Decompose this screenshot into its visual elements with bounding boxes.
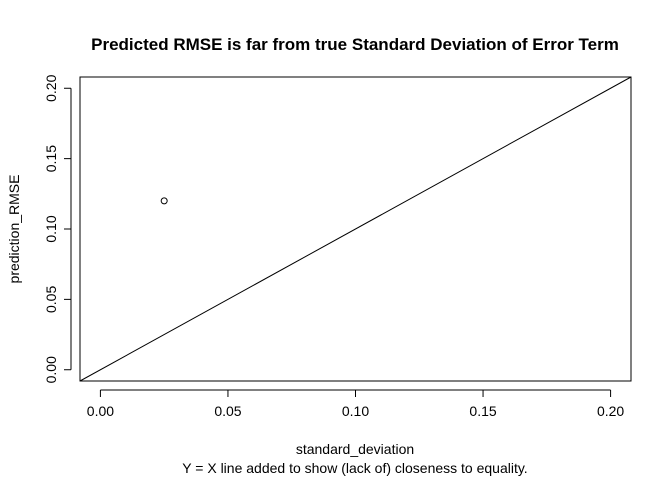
x-tick-label-2: 0.10	[342, 403, 369, 419]
chart-title: Predicted RMSE is far from true Standard…	[91, 35, 619, 54]
y-tick-label-0: 0.00	[43, 356, 59, 383]
x-tick-label-0: 0.00	[87, 403, 114, 419]
reference-line-y-equals-x	[79, 76, 632, 382]
chart-subtitle: Y = X line added to show (lack of) close…	[182, 460, 527, 476]
reference-line-group	[79, 76, 632, 382]
data-points	[160, 197, 168, 205]
x-tick-label-1: 0.05	[214, 403, 241, 419]
y-tick-label-1: 0.05	[43, 286, 59, 313]
y-tick-label-2: 0.10	[43, 215, 59, 242]
x-tick-label-3: 0.15	[469, 403, 496, 419]
y-tick-label-4: 0.20	[43, 74, 59, 101]
y-axis-label: prediction_RMSE	[6, 175, 22, 284]
data-point-0	[160, 197, 168, 205]
x-axis: 0.00 0.05 0.10 0.15 0.20	[87, 389, 624, 419]
y-tick-label-3: 0.15	[43, 145, 59, 172]
y-axis: 0.00 0.05 0.10 0.15 0.20	[43, 74, 72, 383]
x-tick-label-4: 0.20	[597, 403, 624, 419]
plot-frame	[79, 76, 632, 382]
x-axis-label: standard_deviation	[296, 441, 414, 457]
